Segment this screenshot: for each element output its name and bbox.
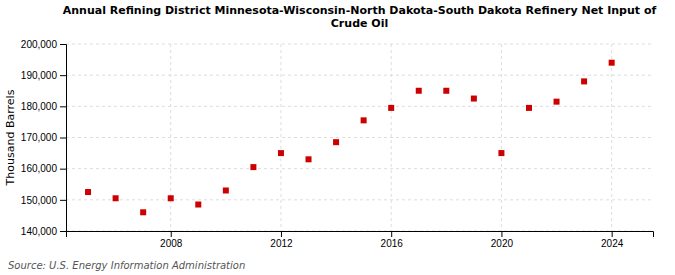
title: Annual Refining District Minnesota-Wisco… xyxy=(63,4,657,30)
y-grid-line xyxy=(66,168,653,169)
y-axis: 140,000 150,000 160,000 170,000 180,000 190,0… xyxy=(21,39,67,237)
point xyxy=(140,209,146,215)
point xyxy=(113,195,119,201)
y-grid-line xyxy=(66,106,653,107)
point xyxy=(388,105,394,111)
y-tick: 150,000 xyxy=(21,195,66,206)
y-tick-label: 160,000 xyxy=(21,163,58,174)
x-tick-label: 2016 xyxy=(381,238,404,249)
plot-area: 2008 2012 2016 2020 2024 140,000 150,000 160,00… xyxy=(21,39,654,249)
y-grid-line xyxy=(66,137,653,138)
x-tick-label: 2008 xyxy=(160,238,183,249)
x-tick: 2020 xyxy=(491,231,514,249)
point xyxy=(333,139,339,145)
point xyxy=(526,105,532,111)
point xyxy=(416,88,422,94)
grid xyxy=(66,44,653,231)
y-tick-mark xyxy=(60,75,66,76)
y-tick-mark xyxy=(60,138,66,139)
point xyxy=(85,189,91,195)
y-tick-label: 170,000 xyxy=(21,132,58,143)
y-tick-label: 190,000 xyxy=(21,70,58,81)
x-tick-mark xyxy=(501,231,502,237)
y-grid-line xyxy=(66,199,653,200)
y-tick: 200,000 xyxy=(21,39,66,50)
point xyxy=(250,164,256,170)
y-tick-mark xyxy=(60,200,66,201)
point xyxy=(609,60,615,66)
y-tick: 180,000 xyxy=(21,101,66,112)
x-tick-mark xyxy=(612,231,613,237)
point xyxy=(581,78,587,84)
x-grid-line xyxy=(501,44,502,231)
x-grid-line xyxy=(280,44,281,231)
y-tick-mark xyxy=(60,169,66,170)
point xyxy=(498,150,504,156)
y-tick-label: 140,000 xyxy=(21,226,58,237)
point xyxy=(306,156,312,162)
source-note: Source: U.S. Energy Information Administ… xyxy=(8,260,245,271)
y-tick-label: 150,000 xyxy=(21,195,58,206)
y-axis-line xyxy=(60,45,67,232)
y-tick: 190,000 xyxy=(21,70,66,81)
x-tick-label: 2012 xyxy=(270,238,293,249)
point xyxy=(223,187,229,193)
y-tick-label: 200,000 xyxy=(21,39,58,50)
point xyxy=(361,117,367,123)
x-tick-label: 2020 xyxy=(491,238,514,249)
x-tick: 2008 xyxy=(160,231,183,249)
x-tick: 2024 xyxy=(601,231,624,249)
y-tick-mark xyxy=(60,106,66,107)
point xyxy=(554,99,560,105)
y-tick: 170,000 xyxy=(21,132,66,143)
y-tick-label: 180,000 xyxy=(21,101,58,112)
x-tick-mark xyxy=(171,231,172,237)
y-grid-line xyxy=(66,75,653,76)
chart: 2008 2012 2016 2020 2024 140,000 150,000 160,00… xyxy=(0,0,675,275)
x-tick-mark xyxy=(281,231,282,237)
x-tick: 2016 xyxy=(381,231,404,249)
point xyxy=(471,96,477,102)
point xyxy=(278,150,284,156)
x-axis-line xyxy=(67,232,654,238)
point xyxy=(443,88,449,94)
x-axis: 2008 2012 2016 2020 2024 xyxy=(67,231,654,249)
point xyxy=(195,202,201,208)
x-tick-label: 2024 xyxy=(601,238,624,249)
y-tick-mark xyxy=(60,44,66,45)
x-tick: 2012 xyxy=(270,231,293,249)
point xyxy=(168,195,174,201)
x-tick-mark xyxy=(391,231,392,237)
y-axis-title: Thousand Barrels xyxy=(4,89,17,186)
y-tick: 140,000 xyxy=(21,226,66,237)
points xyxy=(85,60,615,216)
y-tick: 160,000 xyxy=(21,163,66,174)
y-grid-line xyxy=(66,44,653,45)
y-tick-mark xyxy=(60,231,66,232)
